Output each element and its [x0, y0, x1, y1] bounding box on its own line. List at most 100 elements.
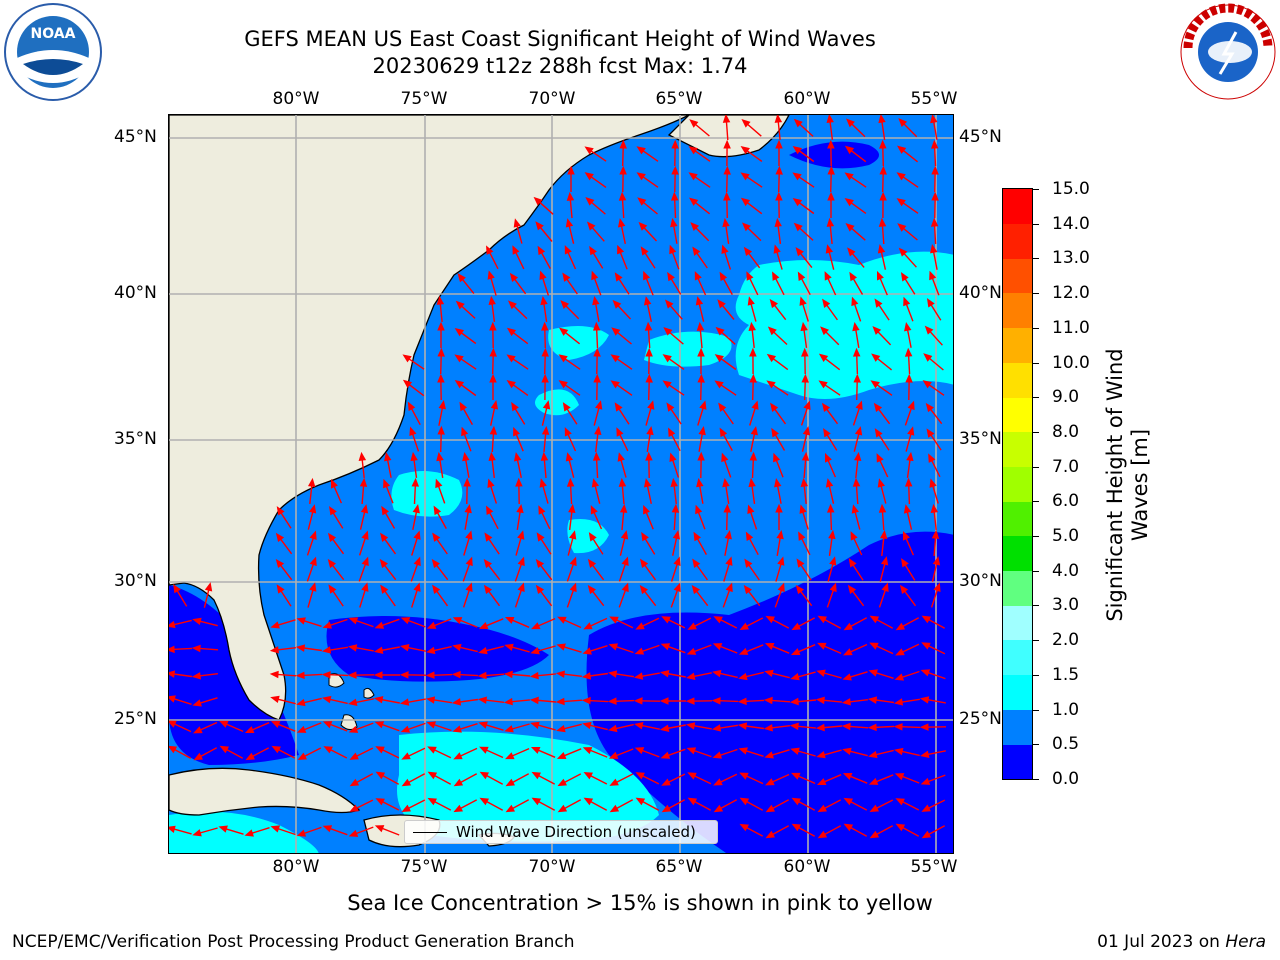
wave-direction-arrow-head: [506, 327, 517, 337]
wave-direction-arrow-head: [407, 401, 416, 411]
colorbar-segment: [1003, 327, 1032, 363]
wave-direction-arrow-head: [587, 558, 597, 569]
colorbar-segment: [1003, 605, 1032, 641]
wave-direction-arrow-head: [275, 558, 285, 569]
wave-direction-arrow-head: [776, 529, 784, 540]
wave-direction-arrow-head: [503, 697, 513, 706]
colorbar-tick-mark: [1033, 258, 1039, 259]
wave-direction-arrow-head: [737, 722, 748, 730]
colorbar-segment: [1003, 362, 1032, 398]
wave-direction-arrow-head: [169, 645, 175, 654]
wave-direction-arrow-head: [321, 671, 331, 679]
wave-direction-arrow-head: [869, 615, 880, 624]
wave-direction-arrow-head: [271, 745, 281, 754]
wave-direction-arrow-head: [566, 477, 575, 487]
wave-direction-arrow-head: [535, 558, 545, 569]
wave-direction-arrow-head: [169, 620, 176, 629]
wave-direction-arrow-head: [741, 222, 751, 232]
wave-direction-arrow-head: [826, 217, 835, 227]
wave-direction-arrow-head: [531, 797, 542, 806]
wave-direction-arrow-head: [842, 772, 853, 780]
wave-direction-arrow-head: [635, 772, 645, 780]
wave-direction-arrow-head: [763, 696, 773, 705]
wave-direction-arrow-head: [690, 222, 700, 231]
wave-direction-arrow-head: [711, 697, 721, 705]
wave-direction-arrow-head: [843, 622, 853, 631]
wave-direction-arrow-head: [765, 830, 775, 839]
wave-direction-arrow-head: [795, 584, 804, 595]
wave-direction-arrow-head: [645, 373, 653, 383]
wave-direction-arrow-head: [739, 622, 749, 630]
colorbar-tick-label: 11.0: [1052, 318, 1090, 338]
wave-direction-arrow-head: [903, 504, 912, 514]
wave-direction-arrow-head: [725, 582, 733, 593]
lat-label-left-30n: 30°N: [114, 571, 157, 591]
wave-direction-arrow-head: [741, 118, 751, 128]
wave-direction-arrow-head: [769, 298, 779, 309]
wave-direction-arrow-head: [852, 347, 861, 357]
colorbar-tick-label: 3.0: [1052, 595, 1080, 615]
wave-direction-arrow-head: [530, 647, 540, 655]
wave-direction-arrow-head: [539, 270, 547, 281]
wave-direction-arrow-head: [507, 300, 517, 310]
wave-direction-arrow-head: [540, 295, 548, 306]
wave-direction-arrow-head: [593, 347, 601, 357]
wave-direction-arrow-head: [477, 671, 487, 680]
lat-label-left-40n: 40°N: [114, 283, 157, 303]
wave-direction-arrow-head: [557, 804, 568, 813]
wave-direction-arrow-head: [483, 584, 493, 595]
wave-direction-arrow-head: [296, 617, 306, 625]
wave-direction-arrow-head: [764, 642, 775, 650]
wave-direction-arrow-head: [459, 401, 467, 412]
wave-direction-arrow-head: [852, 477, 861, 487]
colorbar-tick-mark: [1033, 328, 1039, 329]
wave-direction-arrow-head: [711, 724, 722, 732]
wave-direction-arrow-head: [921, 615, 932, 624]
lat-label-right-45n: 45°N: [959, 127, 1002, 147]
wave-direction-arrow-head: [617, 218, 626, 228]
wave-direction-arrow-head: [851, 296, 859, 307]
wave-direction-arrow-head: [270, 695, 280, 704]
wave-direction-arrow-head: [558, 380, 568, 389]
wave-direction-arrow-head: [455, 300, 465, 310]
wave-direction-arrow-head: [504, 617, 515, 624]
wave-direction-arrow-head: [775, 191, 783, 201]
wave-direction-arrow-head: [348, 617, 359, 625]
colorbar-tick-mark: [1033, 432, 1039, 433]
wave-direction-arrow-head: [322, 825, 333, 833]
wave-direction-arrow-head: [719, 427, 728, 438]
wave-direction-arrow-head: [437, 373, 445, 383]
wave-direction-arrow-head: [478, 622, 489, 630]
wave-direction-arrow-head: [586, 221, 596, 231]
colorbar-tick-label: 5.0: [1052, 526, 1080, 546]
wave-direction-arrow-head: [763, 724, 773, 732]
colorbar-tick-mark: [1033, 710, 1039, 711]
wave-direction-arrow-head: [895, 798, 905, 806]
wave-direction-arrow-head: [713, 778, 723, 786]
wave-direction-arrow-head: [218, 825, 228, 833]
wave-direction-arrow-head: [487, 478, 495, 489]
wave-direction-arrow-head: [842, 747, 852, 756]
wave-direction-arrow-head: [919, 723, 929, 731]
wave-direction-arrow-head: [740, 172, 750, 181]
wave-direction-arrow-head: [608, 751, 619, 759]
wave-direction-arrow-head: [509, 272, 519, 283]
wave-direction-arrow-head: [621, 556, 629, 567]
wave-direction-arrow-head: [903, 296, 911, 307]
wave-direction-arrow-head: [932, 556, 941, 566]
wave-direction-arrow-head: [671, 165, 679, 175]
wave-direction-arrow-head: [920, 750, 930, 759]
wave-direction-arrow-head: [802, 426, 811, 436]
wave-direction-arrow-head: [581, 696, 591, 705]
wave-direction-arrow-head: [380, 532, 389, 542]
colorbar-segment: [1003, 397, 1032, 433]
wave-direction-arrow-head: [530, 721, 540, 729]
wave-direction-arrow-head: [686, 747, 697, 755]
wave-direction-arrow-head: [614, 402, 623, 412]
wave-direction-arrow-head: [454, 379, 465, 389]
wave-direction-arrow-head: [877, 270, 884, 281]
wave-direction-arrow-head: [410, 451, 418, 462]
wave-direction-arrow-head: [464, 503, 472, 514]
wave-direction-arrow-head: [535, 584, 545, 595]
wave-direction-arrow-head: [879, 191, 887, 201]
